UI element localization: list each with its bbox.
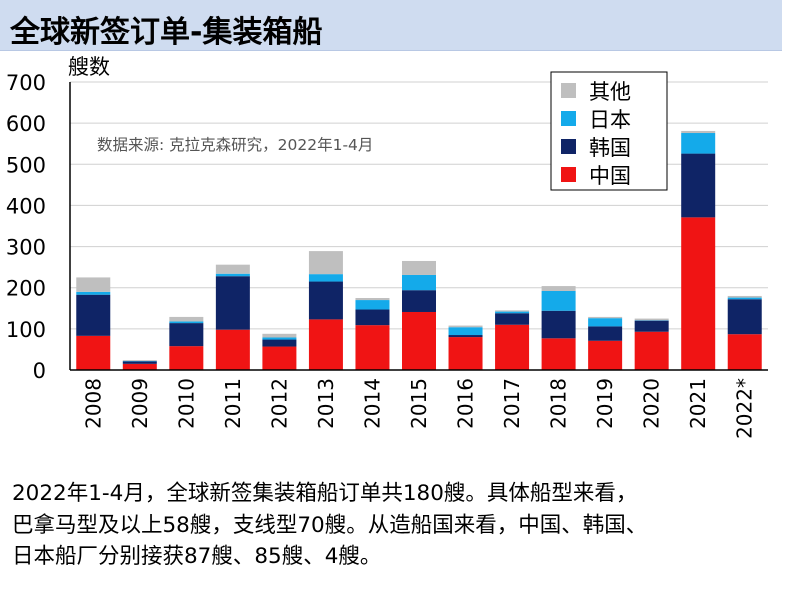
bar-2017-其他 — [495, 310, 530, 312]
legend-swatch-日本 — [561, 111, 576, 126]
bar-2019-日本 — [588, 318, 623, 327]
bar-2020-中国 — [634, 331, 669, 370]
bar-2012-其他 — [262, 333, 297, 338]
bar-2019-中国 — [588, 340, 623, 370]
bar-2020-其他 — [634, 318, 669, 321]
y-tick-label: 400 — [6, 194, 46, 218]
bar-2008-日本 — [76, 291, 111, 295]
bar-2010-韩国 — [169, 323, 204, 347]
page-title: 全球新签订单-集装箱船 — [10, 15, 323, 50]
x-tick-label: 2010 — [174, 378, 198, 429]
legend-swatch-中国 — [561, 167, 576, 182]
bar-2016-韩国 — [448, 335, 483, 338]
x-tick-label: 2013 — [314, 378, 338, 429]
bar-2016-日本 — [448, 327, 483, 336]
bar-2008-韩国 — [76, 294, 111, 336]
x-tick-label: 2017 — [500, 378, 524, 429]
bar-2022-中国 — [727, 334, 762, 370]
bar-2013-中国 — [308, 319, 343, 370]
legend-label: 中国 — [589, 164, 631, 188]
bar-2017-日本 — [495, 311, 530, 314]
y-tick-label: 200 — [6, 277, 46, 301]
title-bar: 全球新签订单-集装箱船 — [0, 0, 782, 51]
bar-2012-日本 — [262, 337, 297, 340]
bar-2013-其他 — [308, 251, 343, 275]
bar-2011-中国 — [215, 329, 250, 370]
x-tick-label: 2011 — [221, 378, 245, 429]
bar-2019-其他 — [588, 316, 623, 319]
bar-2016-其他 — [448, 325, 483, 328]
legend-label: 日本 — [589, 108, 631, 132]
bar-2013-韩国 — [308, 281, 343, 320]
bar-2018-其他 — [541, 286, 576, 292]
bar-2014-其他 — [355, 298, 390, 301]
x-tick-label: 2014 — [360, 378, 384, 429]
bar-2011-日本 — [215, 273, 250, 277]
caption-line-3: 日本船厂分别接获87艘、85艘、4艘。 — [12, 544, 382, 569]
source-note: 数据来源: 克拉克森研究，2022年1-4月 — [97, 136, 373, 154]
bar-2016-中国 — [448, 337, 483, 370]
bar-2015-韩国 — [402, 290, 436, 312]
x-tick-label: 2016 — [454, 378, 478, 429]
x-tick-label: 2020 — [640, 378, 664, 429]
bar-2009-其他 — [122, 360, 157, 361]
bar-2022-韩国 — [727, 299, 762, 335]
y-tick-label: 500 — [6, 153, 46, 177]
bar-2014-中国 — [355, 325, 390, 370]
y-tick-label: 700 — [6, 71, 46, 95]
bar-2018-韩国 — [541, 310, 576, 339]
x-tick-label: 2008 — [81, 378, 105, 429]
x-tick-label: 2018 — [547, 378, 571, 429]
bar-2008-中国 — [76, 335, 111, 370]
bar-2010-日本 — [169, 321, 204, 324]
bar-2014-日本 — [355, 300, 390, 310]
legend-swatch-韩国 — [561, 139, 576, 154]
legend-swatch-其他 — [561, 83, 576, 98]
bar-2015-中国 — [402, 311, 436, 370]
y-tick-label: 600 — [6, 112, 46, 136]
bar-2021-其他 — [681, 130, 716, 134]
legend-label: 韩国 — [589, 136, 631, 160]
bar-2014-韩国 — [355, 309, 390, 326]
bar-2009-中国 — [122, 363, 157, 370]
bar-2011-韩国 — [215, 276, 250, 330]
bar-2017-中国 — [495, 324, 530, 370]
bar-2015-其他 — [402, 260, 436, 275]
bar-2017-韩国 — [495, 313, 530, 325]
y-tick-label: 100 — [6, 318, 46, 342]
y-axis-label: 艘数 — [68, 55, 110, 79]
y-tick-label: 0 — [33, 359, 46, 383]
caption-line-1: 2022年1-4月，全球新签集装箱船订单共180艘。具体船型来看， — [12, 481, 638, 506]
x-tick-label: 2022* — [733, 378, 757, 439]
bar-2011-其他 — [215, 264, 250, 274]
x-tick-label: 2021 — [686, 378, 710, 429]
x-tick-label: 2009 — [128, 378, 152, 429]
caption: 2022年1-4月，全球新签集装箱船订单共180艘。具体船型来看， 巴拿马型及以… — [12, 478, 787, 573]
x-tick-label: 2015 — [407, 378, 431, 429]
legend-label: 其他 — [589, 80, 631, 104]
x-tick-label: 2012 — [267, 378, 291, 429]
bar-2018-日本 — [541, 291, 576, 311]
bar-2015-日本 — [402, 274, 436, 291]
bar-2013-日本 — [308, 274, 343, 282]
bar-2022-日本 — [727, 297, 762, 300]
bar-2021-日本 — [681, 133, 716, 154]
bar-2018-中国 — [541, 338, 576, 370]
bar-2010-其他 — [169, 316, 204, 322]
bar-2008-其他 — [76, 277, 111, 292]
bar-2021-韩国 — [681, 153, 716, 218]
bar-2019-韩国 — [588, 326, 623, 341]
x-tick-label: 2019 — [593, 378, 617, 429]
bar-2009-韩国 — [122, 361, 157, 364]
bar-2012-韩国 — [262, 339, 297, 347]
bar-2020-韩国 — [634, 320, 669, 332]
bar-2012-中国 — [262, 346, 297, 370]
bar-2021-中国 — [681, 217, 716, 370]
y-tick-label: 300 — [6, 236, 46, 260]
caption-line-2: 巴拿马型及以上58艘，支线型70艘。从造船国来看，中国、韩国、 — [12, 512, 648, 538]
bar-2010-中国 — [169, 346, 204, 370]
bar-2022-其他 — [727, 295, 762, 298]
